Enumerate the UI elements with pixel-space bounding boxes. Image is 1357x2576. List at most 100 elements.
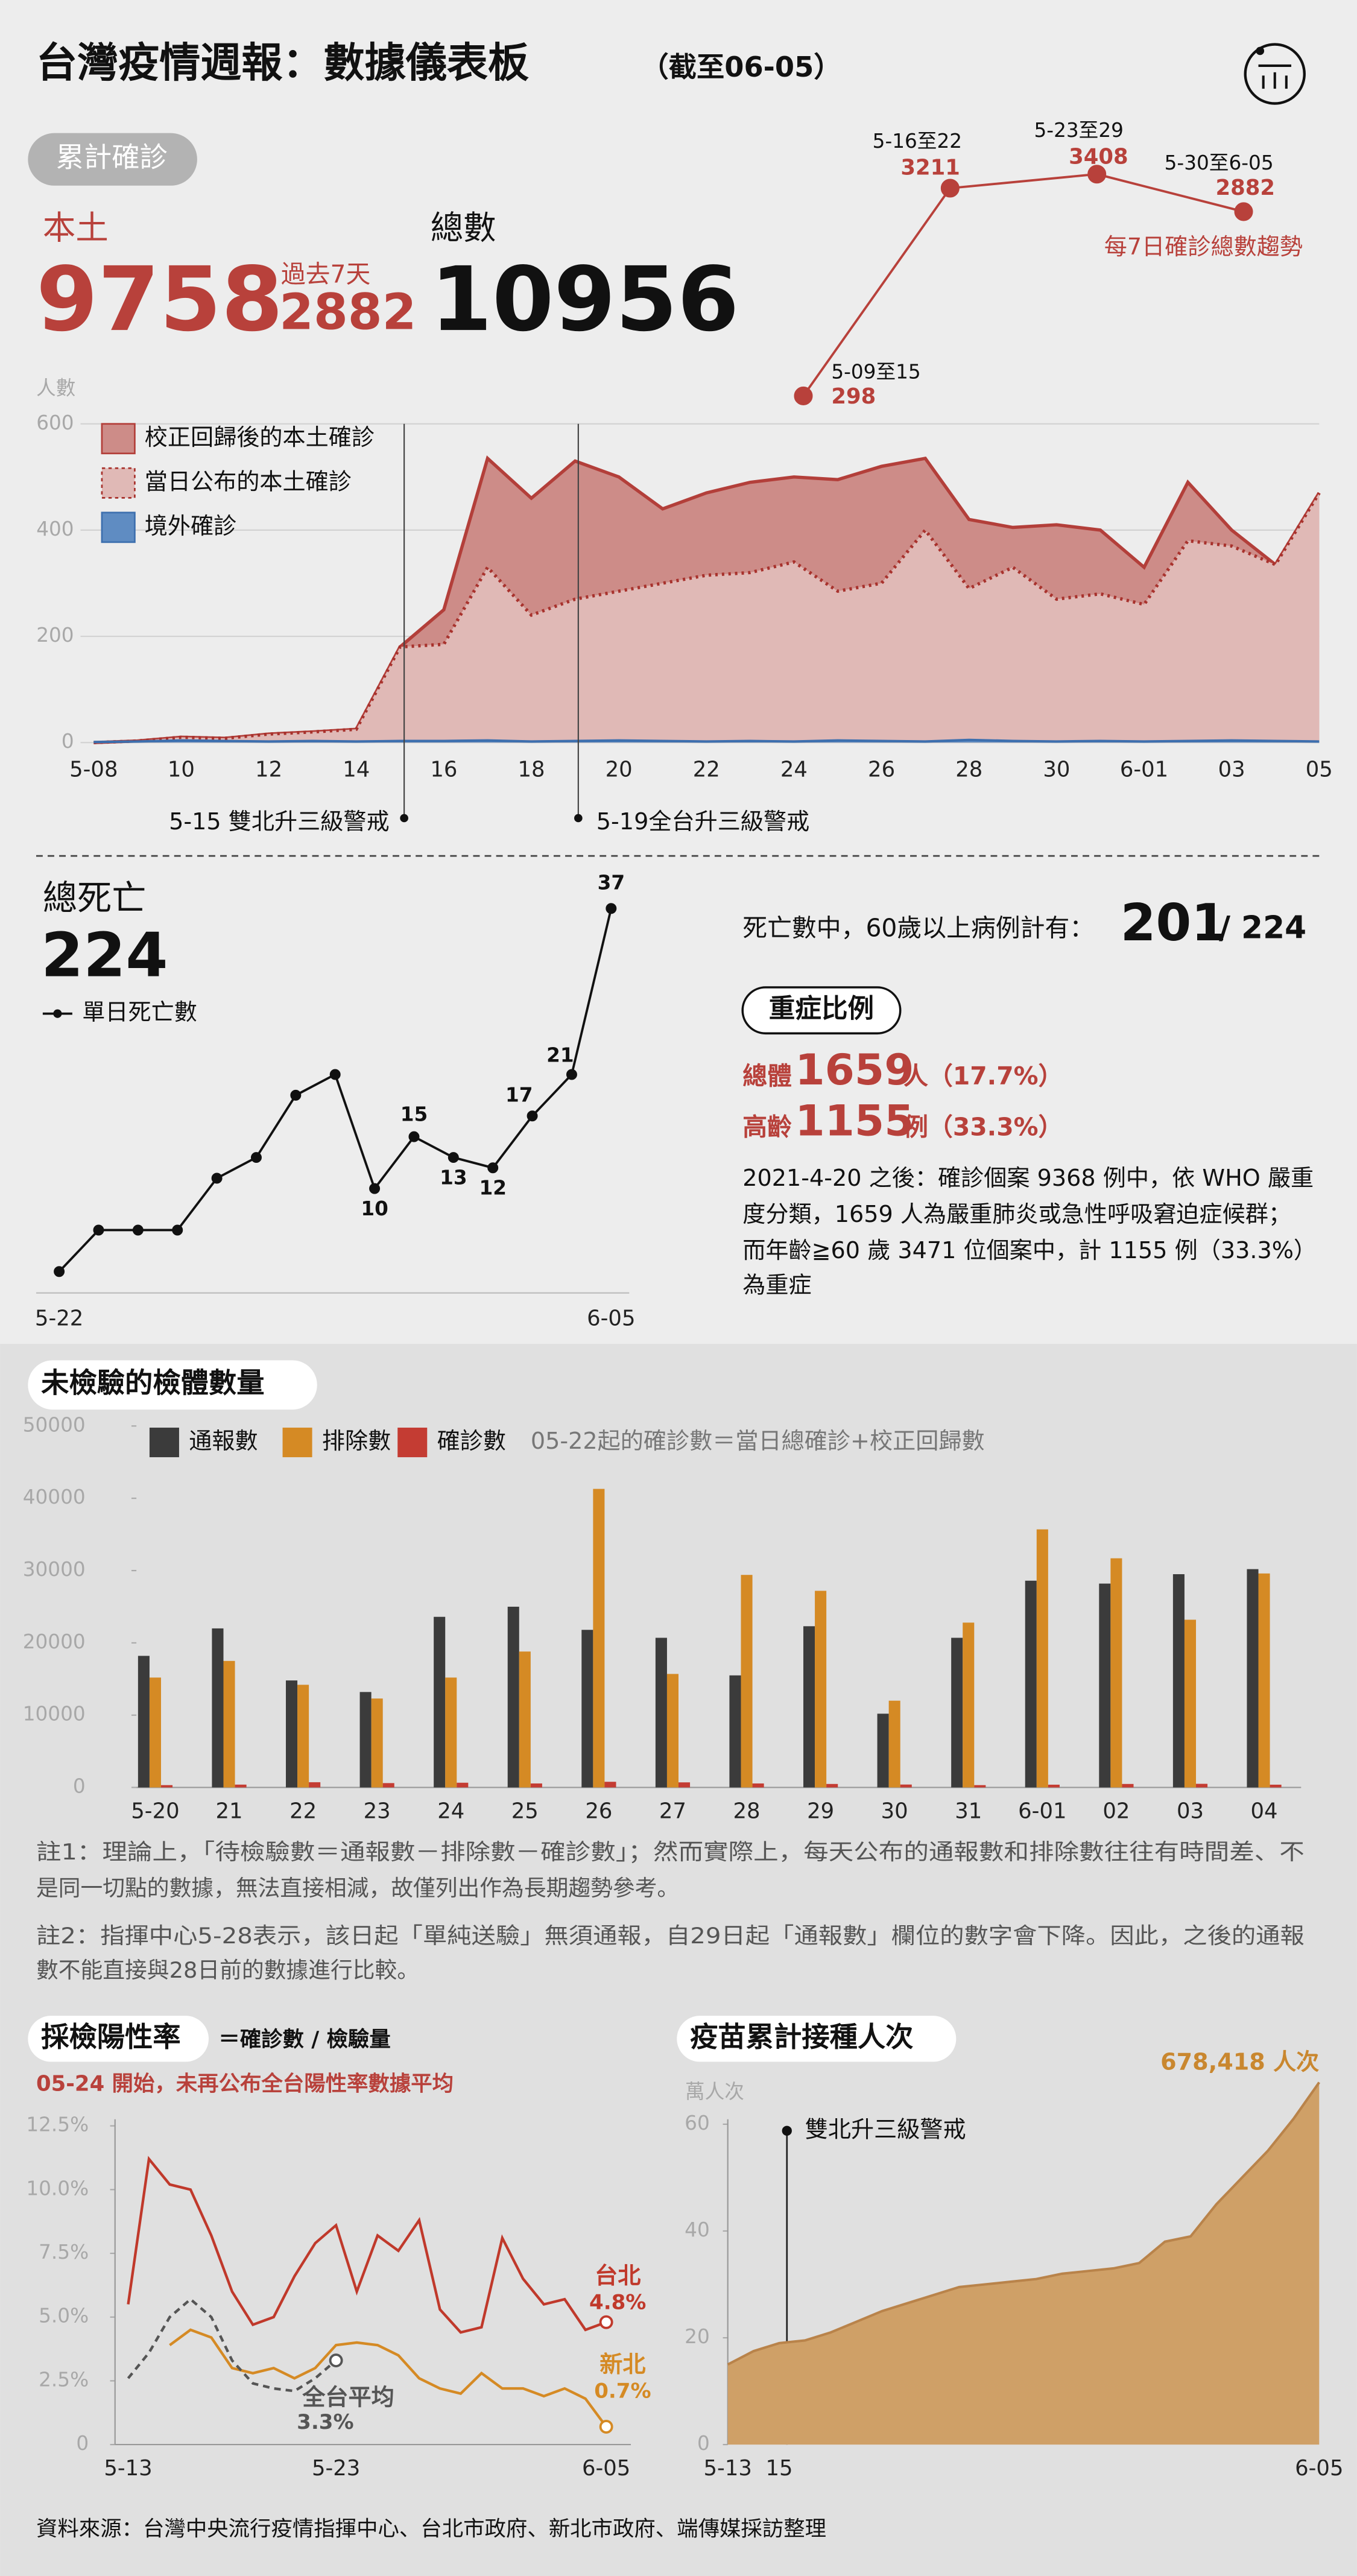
x-tick-label: 16 (430, 757, 457, 782)
point (290, 1089, 302, 1101)
value-label: 3.3% (297, 2410, 353, 2434)
bar (1196, 1783, 1208, 1788)
point (599, 2315, 613, 2329)
bar (1048, 1784, 1060, 1788)
bar (581, 1630, 593, 1788)
x-tick-label: 03 (1177, 1799, 1204, 1823)
bar (888, 1700, 900, 1788)
x-tick-label: 28 (733, 1799, 761, 1823)
bar (1122, 1783, 1134, 1788)
title: 台灣疫情週報：數據儀表板 (36, 40, 529, 87)
point (940, 179, 960, 198)
bar (507, 1606, 519, 1788)
local-value: 9758 (36, 247, 283, 351)
positivity-formula: ＝確診數 / 檢驗量 (218, 2027, 390, 2052)
severe-text: 而年齡≧60 歲 3471 位個案中，計 1155 例（33.3%） (742, 1237, 1317, 1264)
data-label: 298 (831, 384, 876, 409)
data-label: 17 (505, 1084, 533, 1107)
past7-value: 2882 (279, 283, 416, 341)
bar (1247, 1569, 1259, 1788)
y-tick-label: 2.5% (39, 2368, 89, 2391)
bar (1110, 1558, 1122, 1788)
y-tick-label: 5.0% (39, 2305, 89, 2328)
source: 資料來源：台灣中央流行疫情指揮中心、台北市政府、新北市政府、端傳媒採訪整理 (36, 2517, 826, 2542)
y-tick-label: 10000 (23, 1703, 86, 1726)
y-tick-label: 12.5% (26, 2113, 89, 2136)
data-label: 3211 (900, 155, 960, 180)
x-tick-label: 30 (881, 1799, 908, 1823)
seniors-value: 201 (1121, 893, 1227, 952)
value-label: 4.8% (589, 2290, 646, 2314)
point (599, 2420, 613, 2434)
annotation-dot (574, 814, 583, 823)
bar (963, 1622, 975, 1788)
overall-unit: 人（17.7%） (903, 1062, 1063, 1090)
y-tick-label: 200 (36, 624, 74, 647)
bar (729, 1675, 741, 1788)
legend-swatch (101, 511, 136, 543)
bar (149, 1677, 161, 1788)
total-value: 10956 (431, 247, 739, 351)
x-tick-label: 5-13 (704, 2456, 752, 2481)
as-of: （截至06-05） (641, 51, 841, 83)
annotation-dot (400, 814, 408, 823)
x-tick-label: 5-23 (312, 2456, 360, 2481)
bar (666, 1674, 678, 1788)
y-axis-label: 萬人次 (685, 2080, 744, 2103)
y-tick-label: 7.5% (39, 2241, 89, 2264)
x-tick-label: 22 (289, 1799, 317, 1823)
x-tick-label: 27 (659, 1799, 686, 1823)
legend-swatch (397, 1428, 428, 1458)
y-tick-label: 10.0% (26, 2177, 89, 2200)
point (54, 1266, 65, 1277)
y-tick-label: 20 (685, 2325, 710, 2348)
x-tick-label: 5-08 (69, 757, 118, 782)
bar (604, 1782, 616, 1788)
point (527, 1110, 538, 1122)
bar (974, 1785, 986, 1788)
annotation: 5-15 雙北升三級警戒 (169, 808, 390, 835)
bar (160, 1785, 173, 1788)
point (566, 1069, 577, 1080)
data-label: 21 (546, 1044, 574, 1067)
y-axis-label: 人數 (36, 377, 75, 400)
y-tick-label: 0 (62, 730, 74, 753)
line (169, 2328, 607, 2428)
bar (593, 1489, 605, 1788)
value-label: 678,418 人次 (1160, 2049, 1319, 2075)
pill (28, 2016, 209, 2062)
bar (1172, 1574, 1185, 1788)
bar (138, 1656, 150, 1788)
note: 註1：理論上，「待檢驗數＝通報數－排除數－確診數」；然而實際上，每天公布的通報數… (36, 1839, 1305, 1865)
point (132, 1224, 144, 1236)
legend-swatch (101, 467, 136, 499)
bar (951, 1638, 963, 1788)
legend-label: 當日公布的本土確診 (145, 468, 352, 495)
x-tick-label: 14 (343, 757, 370, 782)
positivity-title: 採檢陽性率 (41, 2021, 180, 2053)
point (408, 1131, 420, 1142)
x-tick-label: 26 (868, 757, 895, 782)
note: 是同一切點的數據，無法直接相減，故僅列出作為長期趨勢參考。 (36, 1875, 679, 1901)
bar (530, 1783, 542, 1788)
y-tick-label: 600 (36, 411, 74, 434)
bar (434, 1616, 446, 1788)
bar (212, 1628, 224, 1788)
series-label: 新北 (599, 2351, 645, 2378)
x-tick-label: 04 (1251, 1799, 1278, 1823)
y-tick-label: 40000 (23, 1486, 86, 1508)
pill (741, 986, 902, 1035)
point (606, 903, 617, 914)
x-tick-label: 02 (1102, 1799, 1130, 1823)
bar (826, 1783, 838, 1788)
bar (1025, 1580, 1037, 1788)
pill-label: 累計確診 (56, 141, 168, 174)
data-label: 2882 (1215, 176, 1275, 200)
point (250, 1152, 262, 1163)
x-tick-label: 30 (1043, 757, 1070, 782)
bar (297, 1685, 309, 1788)
elderly-label: 高齡 (742, 1112, 792, 1141)
total-label: 總數 (431, 208, 496, 247)
x-tick-label: 12 (255, 757, 282, 782)
deaths-title: 總死亡 (43, 878, 147, 918)
